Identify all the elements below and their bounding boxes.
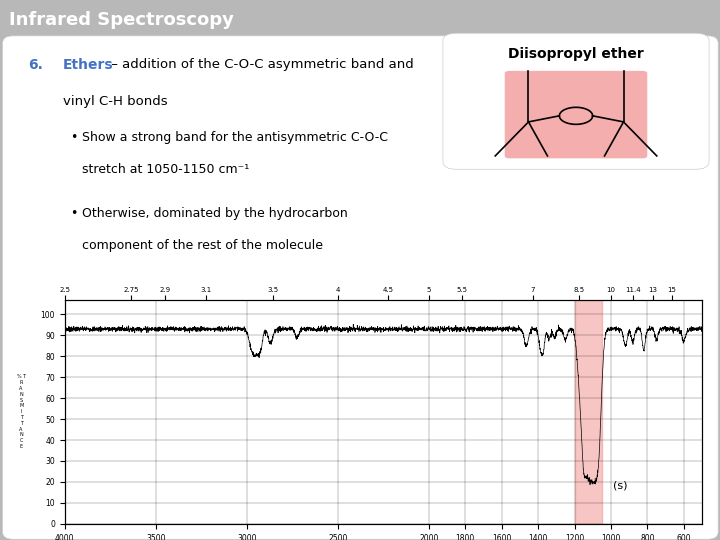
Y-axis label: % T
R
A
N
S
M
I
T
T
A
N
C
E: % T R A N S M I T T A N C E [17, 374, 26, 449]
Text: Ethers: Ethers [63, 58, 114, 72]
FancyBboxPatch shape [3, 36, 718, 539]
Text: Infrared Spectroscopy: Infrared Spectroscopy [9, 11, 233, 29]
Text: – addition of the C-O-C asymmetric band and: – addition of the C-O-C asymmetric band … [107, 58, 414, 71]
Text: •: • [70, 131, 77, 144]
FancyBboxPatch shape [443, 33, 709, 170]
Text: 6.: 6. [28, 58, 43, 72]
Text: stretch at 1050-1150 cm⁻¹: stretch at 1050-1150 cm⁻¹ [82, 163, 250, 176]
Text: component of the rest of the molecule: component of the rest of the molecule [82, 239, 323, 252]
Text: Otherwise, dominated by the hydrocarbon: Otherwise, dominated by the hydrocarbon [82, 207, 348, 220]
Text: (s): (s) [613, 480, 627, 490]
Bar [575, 300, 602, 524]
Text: vinyl C-H bonds: vinyl C-H bonds [63, 94, 168, 107]
Text: Diisopropyl ether: Diisopropyl ether [508, 46, 644, 60]
Text: Show a strong band for the antisymmetric C-O-C: Show a strong band for the antisymmetric… [82, 131, 389, 144]
FancyBboxPatch shape [505, 71, 647, 158]
Text: •: • [70, 207, 77, 220]
